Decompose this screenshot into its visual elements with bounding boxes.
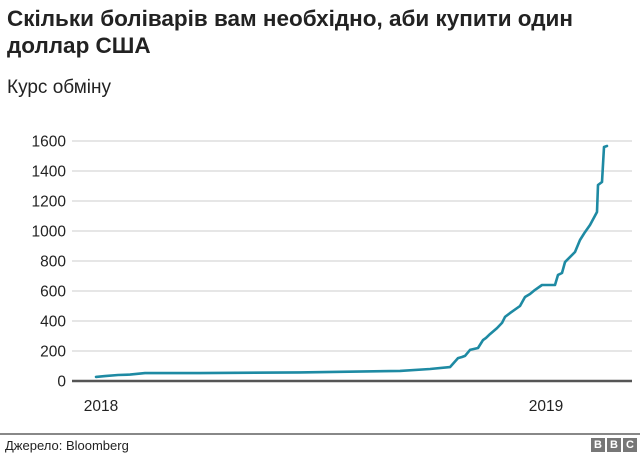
y-tick-label: 400 bbox=[40, 314, 66, 331]
y-tick-label: 0 bbox=[57, 374, 66, 391]
line-chart: 0 200 400 600 800 1000 1200 1400 1600 2018 2019 bbox=[32, 134, 632, 415]
x-axis-ticks: 2018 2019 bbox=[84, 398, 563, 415]
chart-title: Скільки боліварів вам необхідно, аби куп… bbox=[7, 6, 573, 58]
y-axis-ticks: 0 200 400 600 800 1000 1200 1400 1600 bbox=[32, 134, 67, 391]
y-tick-label: 200 bbox=[40, 344, 66, 361]
bbc-logo-letter: C bbox=[623, 438, 637, 452]
y-tick-label: 1400 bbox=[32, 164, 67, 181]
y-tick-label: 1600 bbox=[32, 134, 67, 151]
bbc-logo-letter: B bbox=[591, 438, 605, 452]
gridlines bbox=[72, 140, 632, 352]
source-label: Джерело: Bloomberg bbox=[5, 438, 129, 453]
chart-subtitle: Курс обміну bbox=[7, 77, 112, 98]
x-tick-label: 2018 bbox=[84, 398, 118, 415]
footer-divider bbox=[0, 433, 640, 435]
y-tick-label: 800 bbox=[40, 254, 66, 271]
x-tick-label: 2019 bbox=[529, 398, 563, 415]
y-tick-label: 1000 bbox=[32, 224, 67, 241]
bbc-logo: B B C bbox=[591, 438, 637, 452]
y-tick-label: 600 bbox=[40, 284, 66, 301]
y-tick-label: 1200 bbox=[32, 194, 67, 211]
bbc-logo-letter: B bbox=[607, 438, 621, 452]
exchange-rate-line bbox=[94, 144, 609, 379]
